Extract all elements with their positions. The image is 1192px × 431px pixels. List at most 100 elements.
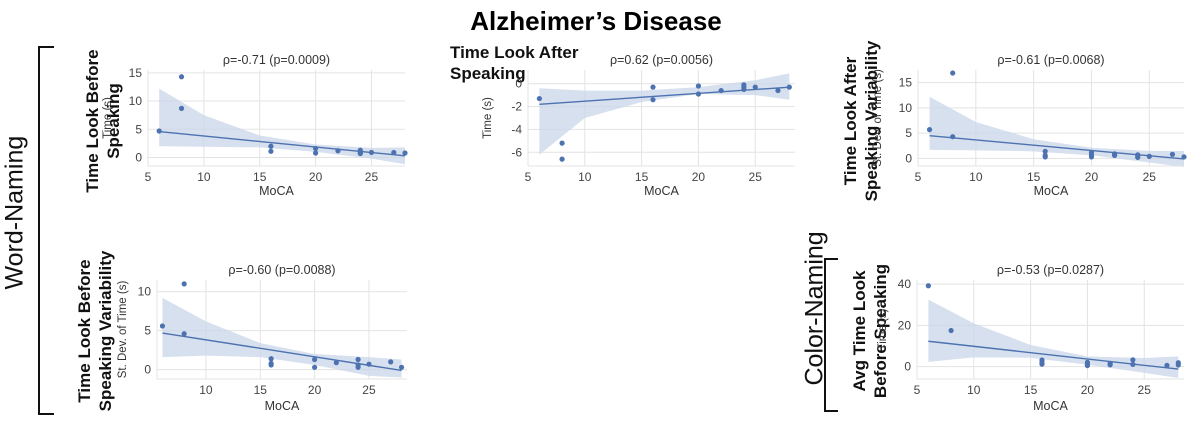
- data-point-7: [335, 148, 341, 154]
- x-tick-label-3: 20: [1085, 170, 1099, 184]
- x-axis-label: MoCA: [644, 184, 679, 198]
- data-point-13: [402, 150, 408, 156]
- x-tick-label-2: 15: [1027, 170, 1041, 184]
- data-point-6: [313, 150, 319, 156]
- data-point-2: [950, 134, 956, 140]
- data-point-13: [786, 84, 792, 90]
- row-label-p5-line1: Avg Time Look: [850, 270, 869, 392]
- x-tick-label-0: 5: [525, 170, 532, 184]
- confidence-band: [159, 88, 405, 165]
- chart-title: ρ=-0.53 (p=0.0287): [997, 263, 1104, 277]
- x-tick-label-0: 5: [915, 170, 922, 184]
- data-point-3: [268, 143, 274, 149]
- confidence-band: [539, 73, 790, 155]
- data-point-9: [1107, 362, 1113, 368]
- confidence-band: [929, 96, 1184, 168]
- y-tick-label-1: 5: [144, 324, 151, 338]
- x-tick-label-2: 20: [308, 383, 322, 397]
- data-point-4: [1039, 361, 1045, 367]
- data-point-12: [1164, 362, 1170, 368]
- data-point-10: [357, 150, 363, 157]
- data-point-5: [313, 145, 319, 152]
- x-tick-label-1: 15: [254, 383, 268, 397]
- x-tick-label-1: 10: [578, 170, 592, 184]
- y-axis-label: Time (s): [877, 308, 889, 350]
- data-point-16: [1181, 154, 1187, 160]
- data-point-0: [159, 323, 166, 329]
- x-tick-label-2: 15: [253, 170, 267, 184]
- y-tick-label-3: 15: [899, 76, 913, 90]
- data-point-2: [181, 331, 187, 337]
- chart-title: ρ=0.62 (p=0.0056): [610, 53, 713, 67]
- y-axis-label: Time (s): [102, 97, 114, 139]
- data-point-11: [752, 84, 758, 90]
- data-point-10: [741, 86, 747, 93]
- data-point-3: [650, 84, 656, 90]
- x-tick-label-0: 10: [199, 383, 213, 397]
- data-point-12: [391, 149, 397, 156]
- data-point-4: [650, 97, 656, 103]
- word-naming-label: Word-Naming: [0, 135, 29, 290]
- data-point-2: [178, 105, 185, 111]
- data-point-10: [1130, 357, 1136, 363]
- data-point-13: [388, 359, 394, 365]
- data-point-12: [366, 361, 372, 367]
- color-naming-label: Color-Naming: [800, 231, 829, 386]
- chart-title: ρ=-0.61 (p=0.0068): [997, 53, 1104, 67]
- y-tick-label-3: 15: [129, 66, 143, 80]
- y-tick-label-0: 0: [135, 151, 142, 165]
- data-point-1: [950, 70, 956, 76]
- data-point-15: [1169, 151, 1176, 157]
- data-point-13: [1135, 154, 1141, 161]
- data-point-8: [333, 360, 339, 366]
- color-naming-bracket: [824, 258, 838, 412]
- y-tick-label-0: 0: [905, 151, 912, 165]
- y-tick-label-2: 40: [898, 277, 912, 291]
- data-point-0: [926, 127, 933, 133]
- data-point-11: [368, 149, 375, 156]
- y-tick-label-0: 0: [904, 360, 911, 374]
- x-axis-label: MoCA: [1034, 184, 1069, 198]
- x-tick-label-3: 20: [309, 170, 323, 184]
- data-point-1: [948, 327, 954, 334]
- data-point-7: [312, 364, 318, 370]
- confidence-band: [928, 299, 1179, 378]
- x-tick-label-1: 10: [967, 383, 981, 397]
- y-tick-label-0: 0: [144, 363, 151, 377]
- y-tick-label-1: -4: [511, 122, 522, 136]
- row-label-p4-line1: Time Look Before: [75, 259, 94, 403]
- data-point-5: [695, 83, 702, 89]
- word-naming-bracket: [38, 46, 54, 415]
- x-tick-label-1: 10: [197, 170, 211, 184]
- data-point-5: [1042, 154, 1048, 160]
- y-tick-label-2: -2: [511, 100, 522, 114]
- x-tick-label-3: 25: [362, 383, 376, 397]
- data-point-7: [1084, 362, 1091, 369]
- data-point-0: [536, 95, 542, 102]
- data-point-3: [268, 356, 274, 362]
- regression-line: [162, 332, 402, 372]
- x-tick-label-0: 5: [914, 383, 921, 397]
- row-label-p4: Time Look Before Speaking Variability: [74, 231, 116, 431]
- data-point-14: [1175, 362, 1181, 368]
- y-tick-label-1: 5: [135, 122, 142, 136]
- data-point-12: [775, 87, 781, 94]
- regression-line: [159, 130, 406, 157]
- y-axis-label: Time (s): [482, 97, 494, 139]
- chart-title: ρ=-0.71 (p=0.0009): [223, 53, 330, 67]
- y-tick-label-2: 10: [129, 94, 143, 108]
- data-point-11: [355, 364, 361, 370]
- x-tick-label-4: 25: [365, 170, 379, 184]
- chart-title: ρ=-0.60 (p=0.0088): [228, 263, 335, 277]
- main-title: Alzheimer’s Disease: [470, 6, 722, 36]
- row-label-p2-line2: Speaking: [450, 64, 526, 83]
- regression-line: [928, 340, 1179, 370]
- data-point-11: [1130, 361, 1136, 367]
- x-tick-label-3: 20: [1081, 383, 1095, 397]
- data-point-2: [559, 156, 565, 162]
- data-point-0: [925, 283, 931, 289]
- x-tick-label-2: 15: [635, 170, 649, 184]
- x-tick-label-4: 25: [749, 170, 763, 184]
